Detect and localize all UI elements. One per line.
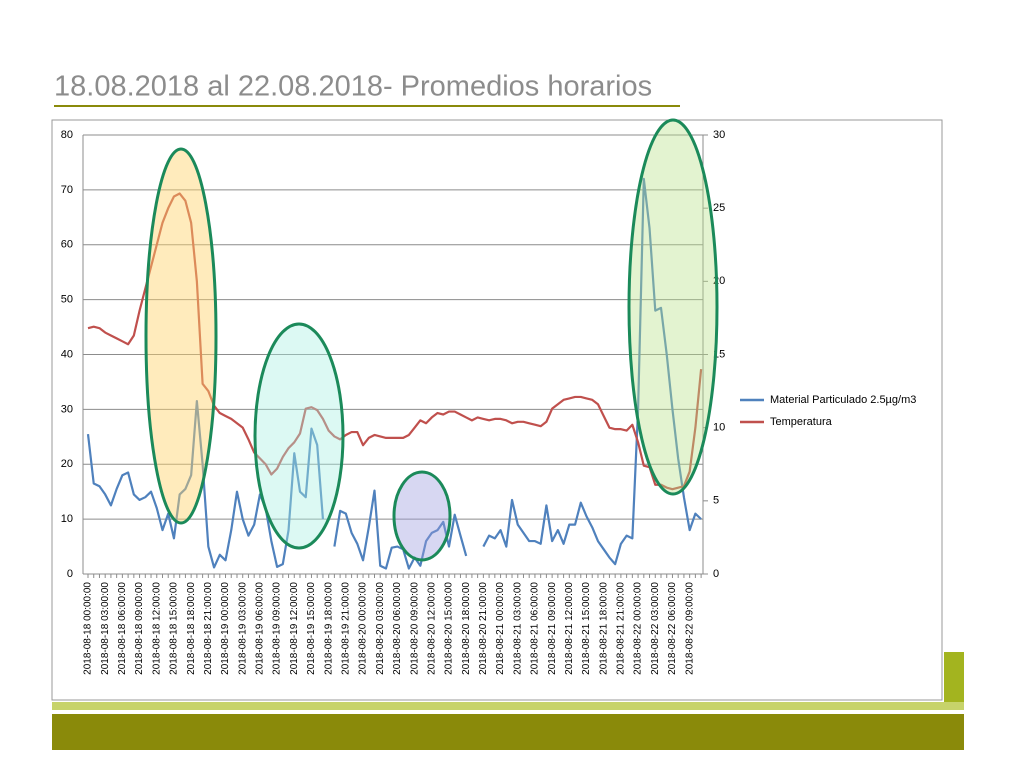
x-tick-label: 2018-08-19 18:00:00 (323, 582, 334, 675)
x-tick-label: 2018-08-21 06:00:00 (530, 582, 541, 675)
y-tick-label: 20 (61, 458, 73, 470)
x-tick-label: 2018-08-18 03:00:00 (100, 582, 111, 675)
y-tick-label: 80 (61, 129, 73, 141)
x-tick-label: 2018-08-21 00:00:00 (495, 582, 506, 675)
series-line (87, 192, 703, 491)
chart-frame (51, 119, 943, 701)
x-tick-label: 2018-08-20 18:00:00 (461, 582, 472, 675)
x-tick-label: 2018-08-18 21:00:00 (203, 582, 214, 675)
x-tick-label: 2018-08-22 09:00:00 (684, 582, 695, 675)
highlight (627, 118, 719, 496)
y2-tick-label: 10 (713, 422, 725, 434)
x-tick-label: 2018-08-21 09:00:00 (547, 582, 558, 675)
x-tick-label: 2018-08-18 12:00:00 (151, 582, 162, 675)
legend-label: Temperatura (770, 416, 833, 428)
x-tick-label: 2018-08-21 18:00:00 (598, 582, 609, 675)
x-tick-label: 2018-08-21 21:00:00 (616, 582, 627, 675)
x-tick-label: 2018-08-19 15:00:00 (306, 582, 317, 675)
highlight (144, 147, 218, 525)
x-tick-label: 2018-08-18 15:00:00 (169, 582, 180, 675)
deco-bar (944, 652, 964, 706)
x-tick-label: 2018-08-20 21:00:00 (478, 582, 489, 675)
x-tick-label: 2018-08-21 15:00:00 (581, 582, 592, 675)
x-tick-label: 2018-08-19 03:00:00 (237, 582, 248, 675)
y2-tick-label: 25 (713, 202, 725, 214)
x-tick-label: 2018-08-22 00:00:00 (633, 582, 644, 675)
y-tick-label: 70 (61, 184, 73, 196)
x-tick-label: 2018-08-20 03:00:00 (375, 582, 386, 675)
x-tick-label: 2018-08-21 03:00:00 (512, 582, 523, 675)
x-tick-label: 2018-08-20 15:00:00 (444, 582, 455, 675)
y-tick-label: 30 (61, 403, 73, 415)
y-tick-label: 40 (61, 348, 73, 360)
x-tick-label: 2018-08-18 09:00:00 (134, 582, 145, 675)
x-tick-label: 2018-08-20 12:00:00 (426, 582, 437, 675)
deco-bar (52, 702, 964, 710)
x-tick-label: 2018-08-20 09:00:00 (409, 582, 420, 675)
x-tick-label: 2018-08-22 03:00:00 (650, 582, 661, 675)
x-tick-label: 2018-08-20 06:00:00 (392, 582, 403, 675)
plot: 010203040506070800510152025302018-08-18 … (61, 129, 917, 675)
x-tick-label: 2018-08-20 00:00:00 (358, 582, 369, 675)
x-tick-label: 2018-08-21 12:00:00 (564, 582, 575, 675)
x-tick-label: 2018-08-19 06:00:00 (255, 582, 266, 675)
highlight (253, 322, 345, 550)
x-tick-label: 2018-08-19 12:00:00 (289, 582, 300, 675)
y2-tick-label: 30 (713, 129, 725, 141)
x-tick-label: 2018-08-19 21:00:00 (340, 582, 351, 675)
legend-label: Material Particulado 2.5µg/m3 (770, 394, 916, 406)
x-tick-label: 2018-08-19 00:00:00 (220, 582, 231, 675)
x-tick-label: 2018-08-18 18:00:00 (186, 582, 197, 675)
x-tick-label: 2018-08-22 06:00:00 (667, 582, 678, 675)
y-tick-label: 10 (61, 513, 73, 525)
y-tick-label: 60 (61, 239, 73, 251)
series-line (86, 177, 702, 570)
y-tick-label: 0 (67, 568, 73, 580)
slide-title: 18.08.2018 al 22.08.2018- Promedios hora… (54, 71, 652, 103)
y-tick-label: 50 (61, 294, 73, 306)
y2-tick-label: 0 (713, 568, 719, 580)
highlight (392, 470, 452, 562)
y2-tick-label: 5 (713, 495, 719, 507)
deco-bar (52, 714, 964, 750)
x-tick-label: 2018-08-18 00:00:00 (83, 582, 94, 675)
x-tick-label: 2018-08-18 06:00:00 (117, 582, 128, 675)
x-tick-label: 2018-08-19 09:00:00 (272, 582, 283, 675)
